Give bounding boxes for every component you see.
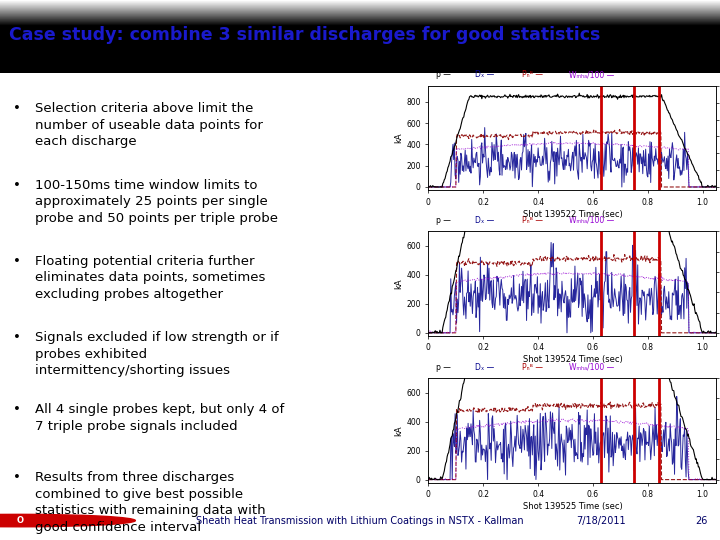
X-axis label: Shot 139522 Time (sec): Shot 139522 Time (sec) [523,210,622,219]
Text: p —: p — [436,363,451,372]
Text: Wₘₕₐ/100 —: Wₘₕₐ/100 — [569,216,614,225]
Y-axis label: kA: kA [395,425,403,436]
Text: p —: p — [436,216,451,225]
Text: Selection criteria above limit the
number of useable data points for
each discha: Selection criteria above limit the numbe… [35,102,262,148]
Text: Case study: combine 3 similar discharges for good statistics: Case study: combine 3 similar discharges… [9,26,600,44]
Text: •: • [13,255,21,268]
Text: Wₘₕₐ/100 —: Wₘₕₐ/100 — [569,70,614,79]
Text: Pₙᴮ —: Pₙᴮ — [522,363,543,372]
Y-axis label: kA: kA [395,278,403,289]
Text: •: • [13,102,21,115]
Text: Signals excluded if low strength or if
probes exhibited
intermittency/shorting i: Signals excluded if low strength or if p… [35,332,278,377]
Text: Wₘₕₐ/100 —: Wₘₕₐ/100 — [569,363,614,372]
Text: •: • [13,179,21,192]
Text: Pₙᴮ —: Pₙᴮ — [522,216,543,225]
Text: p —: p — [436,70,451,79]
Text: Results from three discharges
combined to give best possible
statistics with rem: Results from three discharges combined t… [35,471,265,534]
Text: 7/18/2011: 7/18/2011 [576,516,626,525]
Text: •: • [13,332,21,345]
Text: NSTX: NSTX [42,516,76,525]
Text: All 4 single probes kept, but only 4 of
7 triple probe signals included: All 4 single probes kept, but only 4 of … [35,403,284,433]
Text: 26: 26 [695,516,707,525]
Text: •: • [13,471,21,484]
Text: O: O [17,516,24,525]
Text: Dₓ —: Dₓ — [475,216,495,225]
Y-axis label: kA: kA [395,133,403,143]
X-axis label: Shot 139524 Time (sec): Shot 139524 Time (sec) [523,355,622,364]
Text: •: • [13,403,21,416]
Text: Dₓ —: Dₓ — [475,70,495,79]
Text: Dₓ —: Dₓ — [475,363,495,372]
Text: Sheath Heat Transmission with Lithium Coatings in NSTX - Kallman: Sheath Heat Transmission with Lithium Co… [196,516,524,525]
Text: Floating potential criteria further
eliminates data points, sometimes
excluding : Floating potential criteria further elim… [35,255,265,301]
Text: 100-150ms time window limits to
approximately 25 points per single
probe and 50 : 100-150ms time window limits to approxim… [35,179,278,225]
Circle shape [0,514,135,527]
Text: Pₙᴮ —: Pₙᴮ — [522,70,543,79]
X-axis label: Shot 139525 Time (sec): Shot 139525 Time (sec) [523,502,622,511]
